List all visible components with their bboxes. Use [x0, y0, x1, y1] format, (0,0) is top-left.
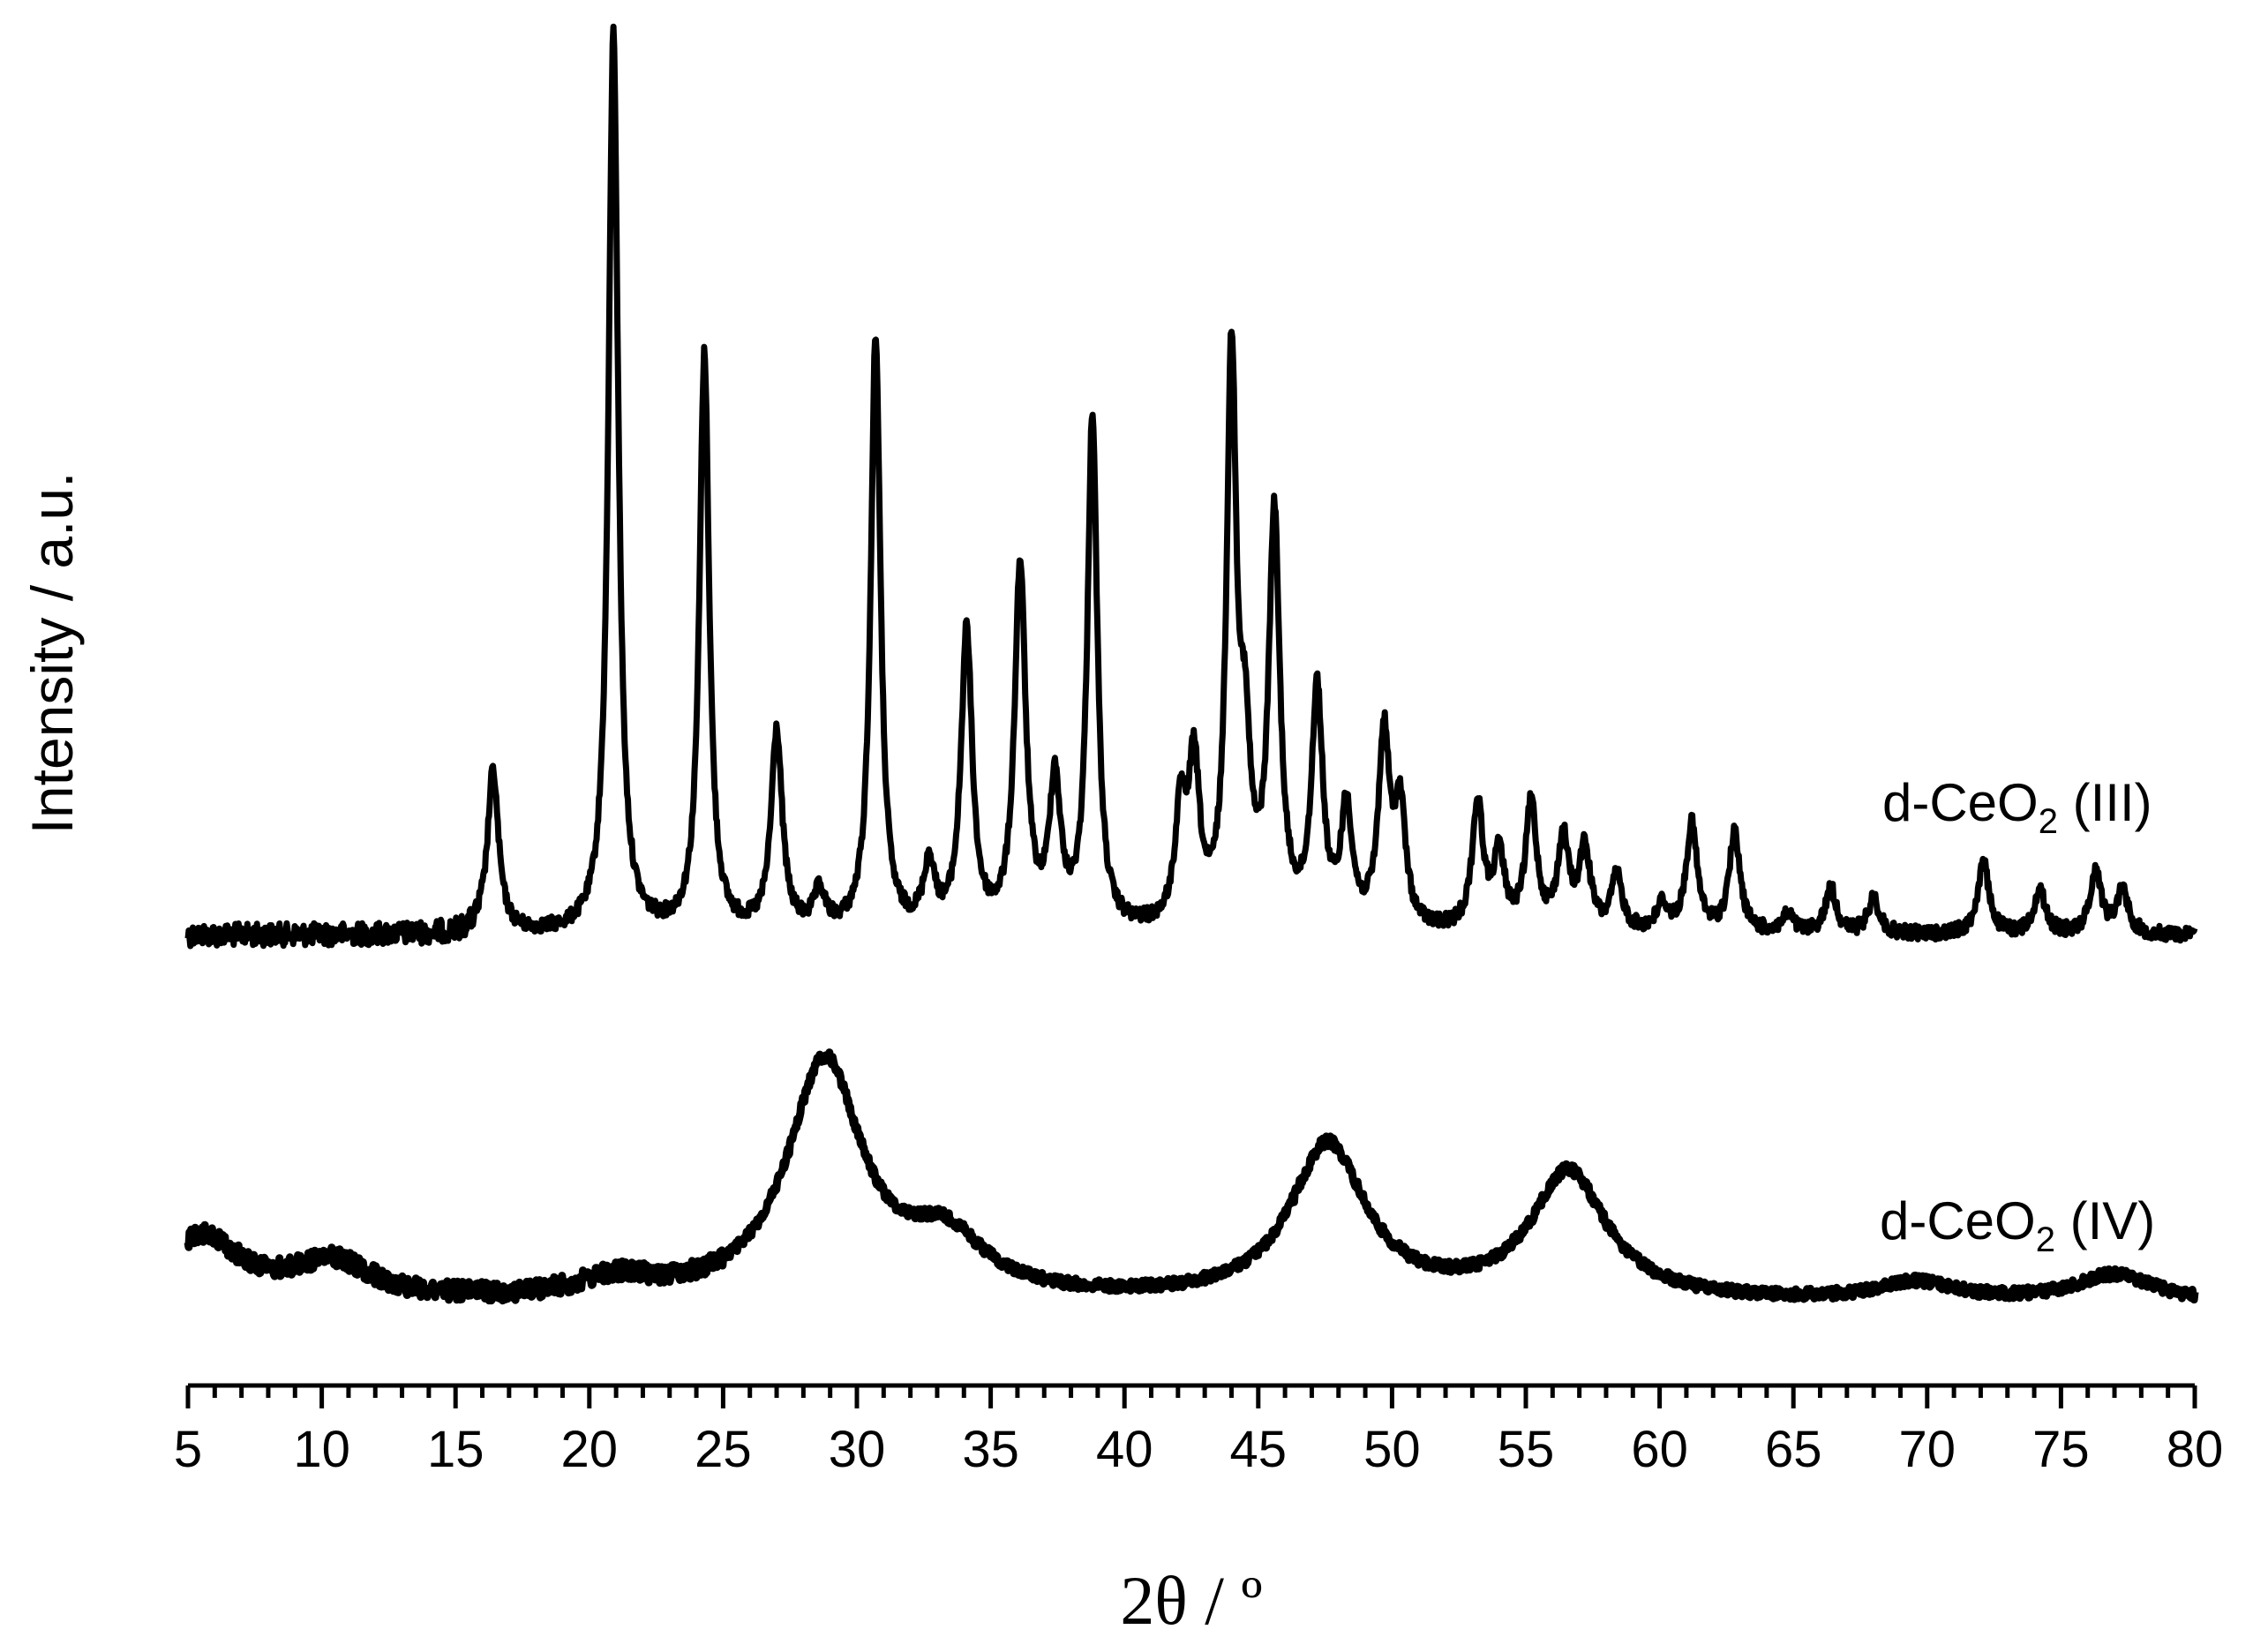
x-ticks: 5 10 15 20 25 30 35 40 45 50 55 60 65 70 75 80: [174, 1385, 2223, 1478]
x-tick-label: 70: [1899, 1421, 1956, 1478]
x-tick-label: 30: [829, 1421, 886, 1478]
x-tick-label: 15: [427, 1421, 484, 1478]
x-tick-label: 60: [1631, 1421, 1688, 1478]
series-line-d-ceo2-iv: [184, 1048, 2199, 1305]
plot-area: [184, 23, 2199, 1305]
x-tick-label: 10: [293, 1421, 350, 1478]
x-axis: 5 10 15 20 25 30 35 40 45 50 55 60 65 70 75 80: [174, 1383, 2223, 1478]
y-axis-title: Intensity / a.u.: [19, 472, 85, 835]
x-tick-label: 35: [962, 1421, 1019, 1478]
x-axis-title: 2θ / º: [1120, 1562, 1262, 1639]
x-tick-label: 50: [1363, 1421, 1421, 1478]
x-tick-label: 80: [2167, 1421, 2224, 1478]
x-tick-label: 20: [561, 1421, 619, 1478]
x-tick-label: 45: [1230, 1421, 1288, 1478]
x-tick-label: 5: [174, 1421, 202, 1478]
x-tick-label: 75: [2032, 1421, 2090, 1478]
x-tick-label: 25: [695, 1421, 752, 1478]
x-tick-label: 55: [1498, 1421, 1555, 1478]
x-tick-label: 65: [1765, 1421, 1822, 1478]
series-label-d-ceo2-iv: d-CeO2 (IV): [1880, 1191, 2155, 1259]
series-line-d-ceo2-iii: [184, 23, 2198, 950]
x-tick-label: 40: [1096, 1421, 1153, 1478]
series-label-d-ceo2-iii: d-CeO2 (III): [1882, 773, 2152, 841]
